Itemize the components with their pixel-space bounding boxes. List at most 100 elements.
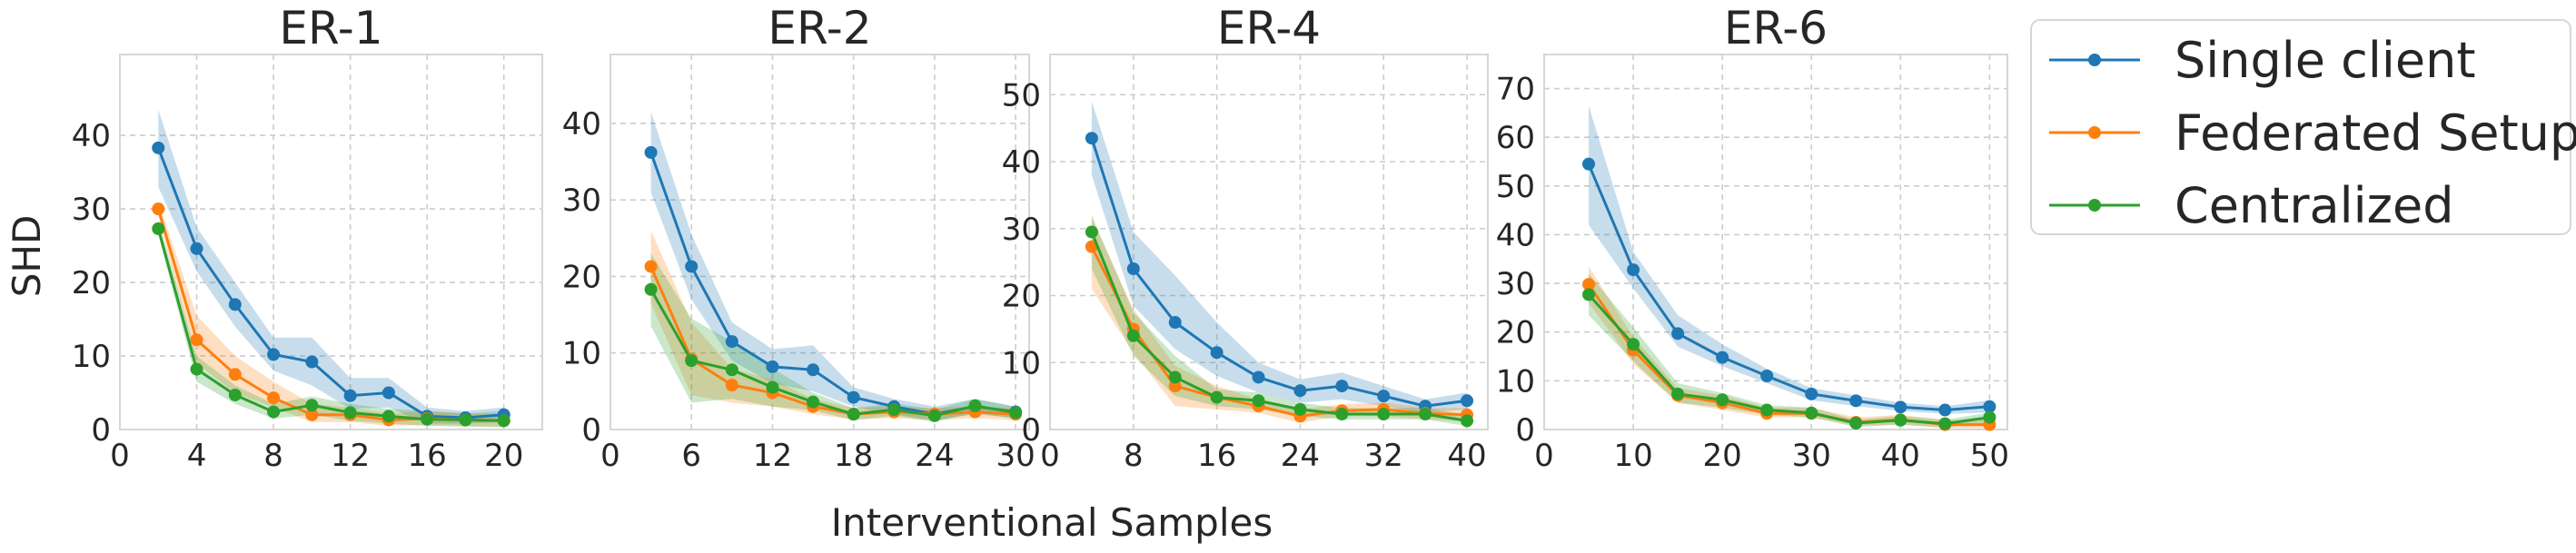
panel-er-2: 0 6 12 18 24 30 0 10 20 30 40 ER-2	[562, 2, 1035, 474]
series-line-single-client	[156, 147, 504, 420]
legend-items: Single client Federated Setup Centralized	[2049, 32, 2576, 234]
data-point-single-client	[1252, 370, 1265, 384]
confidence-band-centralized	[1091, 215, 1467, 427]
data-point-single-client	[1210, 346, 1224, 360]
y-tick-label: 20	[72, 265, 111, 301]
x-tick-label: 8	[1124, 438, 1144, 474]
series-line-centralized	[156, 228, 504, 422]
data-point-single-client	[766, 360, 779, 373]
y-tick-label: 10	[1002, 345, 1041, 381]
y-tick-label: 30	[562, 183, 601, 219]
data-point-centralized	[1938, 417, 1952, 430]
data-point-centralized	[1293, 402, 1307, 416]
legend: Single client Federated Setup Centralized	[2030, 19, 2576, 235]
data-point-federated-setup	[267, 391, 281, 405]
confidence-band-single-client	[1589, 105, 1990, 414]
data-point-centralized	[1582, 288, 1596, 301]
panel-title: ER-6	[1724, 2, 1828, 54]
data-point-centralized	[343, 406, 357, 420]
x-tick-label: 0	[110, 438, 130, 474]
data-point-federated-setup	[152, 202, 165, 216]
y-tick-label: 0	[1021, 412, 1041, 449]
y-tick-label: 50	[1496, 169, 1535, 205]
data-point-single-client	[1085, 132, 1098, 145]
data-point-single-client	[152, 141, 165, 154]
data-point-centralized	[381, 410, 395, 423]
y-tick-label: 10	[562, 336, 601, 372]
data-point-centralized	[1983, 410, 1996, 424]
data-point-federated-setup	[190, 333, 203, 347]
y-tick-label: 30	[1002, 212, 1041, 248]
data-point-centralized	[1805, 406, 1818, 420]
data-point-single-client	[807, 363, 820, 377]
series-line-centralized	[1587, 293, 1990, 426]
data-point-single-client	[228, 298, 242, 311]
data-point-federated-setup	[1582, 278, 1596, 291]
y-tick-label: 70	[1496, 72, 1535, 108]
data-point-centralized	[1760, 403, 1774, 417]
x-tick-label: 16	[408, 438, 447, 474]
panel-er-6: 0 10 20 30 40 50 0 10 20 30 40 50 60 70 ER-6	[1496, 2, 2009, 474]
y-tick-label: 20	[1496, 315, 1535, 351]
x-tick-label: 16	[1197, 438, 1236, 474]
data-point-centralized	[1419, 408, 1432, 421]
y-tick-label: 60	[1496, 120, 1535, 156]
plot-frame-er-2	[609, 54, 1030, 430]
data-point-centralized	[766, 380, 779, 394]
x-tick-label: 30	[996, 438, 1035, 474]
y-tick-label: 10	[72, 339, 111, 375]
x-tick-label: 24	[1281, 438, 1320, 474]
legend-label-centralized: Centralized	[2175, 177, 2453, 234]
data-point-centralized	[152, 222, 165, 235]
plot-area-er-1	[120, 54, 542, 430]
x-tick-label: 0	[600, 438, 620, 474]
data-point-single-client	[1293, 384, 1307, 398]
series-line-single-client	[1587, 163, 1990, 412]
data-point-single-client	[725, 335, 738, 349]
y-tick-label: 0	[1515, 412, 1535, 449]
data-point-centralized	[1849, 417, 1863, 430]
data-point-centralized	[807, 395, 820, 409]
data-point-single-client	[1671, 327, 1685, 341]
data-point-centralized	[1210, 390, 1224, 404]
y-tick-label: 50	[1002, 77, 1041, 114]
data-point-centralized	[497, 414, 510, 428]
data-point-centralized	[1671, 387, 1685, 400]
y-tick-label: 0	[91, 412, 111, 449]
panel-title: ER-1	[279, 2, 382, 54]
data-point-centralized	[1335, 408, 1349, 421]
data-point-centralized	[927, 409, 941, 422]
data-point-centralized	[685, 354, 698, 368]
plot-area-er-2	[610, 54, 1029, 430]
x-tick-label: 32	[1364, 438, 1403, 474]
x-tick-label: 12	[753, 438, 792, 474]
data-point-centralized	[1168, 370, 1182, 384]
data-point-centralized	[847, 408, 860, 421]
x-tick-label: 8	[263, 438, 283, 474]
data-point-federated-setup	[228, 368, 242, 381]
data-point-single-client	[1335, 380, 1349, 393]
confidence-band-centralized	[1589, 273, 1990, 428]
confidence-band-centralized	[650, 253, 1016, 422]
confidence-band-single-client	[650, 112, 1016, 420]
confidence-band-single-client	[158, 109, 504, 424]
data-point-centralized	[1627, 338, 1640, 351]
data-point-centralized	[1716, 393, 1729, 407]
legend-marker-centralized	[2088, 199, 2101, 212]
data-point-centralized	[1085, 225, 1098, 239]
x-tick-label: 30	[1792, 438, 1831, 474]
y-tick-label: 20	[562, 259, 601, 295]
x-tick-label: 12	[331, 438, 370, 474]
legend-label-single-client: Single client	[2175, 32, 2476, 89]
data-point-single-client	[685, 260, 698, 273]
x-tick-label: 18	[834, 438, 873, 474]
data-point-centralized	[267, 405, 281, 419]
x-tick-label: 20	[484, 438, 523, 474]
x-tick-label: 40	[1881, 438, 1920, 474]
plot-frame-er-6	[1543, 54, 2008, 430]
data-point-centralized	[1126, 329, 1140, 342]
series-line-centralized	[649, 289, 1016, 418]
y-tick-label: 20	[1002, 279, 1041, 315]
data-point-single-client	[644, 145, 658, 159]
data-point-single-client	[1582, 157, 1596, 171]
